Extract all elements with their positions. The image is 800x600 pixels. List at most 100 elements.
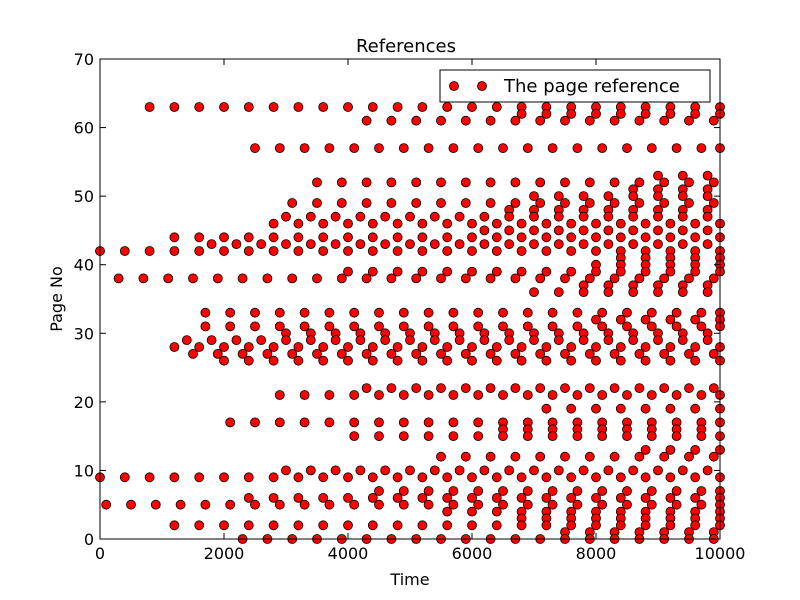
data-point <box>219 246 229 256</box>
data-point <box>485 383 496 394</box>
data-point <box>324 321 335 332</box>
data-point <box>578 287 589 298</box>
data-point <box>436 198 446 208</box>
data-point <box>609 177 620 188</box>
legend-label: The page reference <box>503 76 680 97</box>
data-point <box>299 143 310 154</box>
legend-marker-right <box>477 81 487 91</box>
data-point <box>225 499 236 510</box>
data-point <box>485 115 496 126</box>
data-point <box>591 492 601 503</box>
data-point <box>491 246 502 256</box>
data-point <box>541 246 552 256</box>
data-point <box>386 177 397 188</box>
data-point <box>560 177 570 188</box>
data-point <box>516 520 527 531</box>
data-point <box>374 486 384 496</box>
data-point <box>423 143 434 154</box>
data-point <box>690 266 701 277</box>
data-point <box>622 390 632 400</box>
data-point <box>516 342 527 352</box>
data-point <box>454 211 465 222</box>
data-point <box>293 492 304 503</box>
data-point <box>312 273 322 284</box>
data-point <box>225 321 236 332</box>
data-point <box>615 218 626 229</box>
data-point <box>535 383 546 394</box>
data-point <box>522 486 533 496</box>
data-point <box>708 273 719 284</box>
data-point <box>535 273 546 284</box>
data-point <box>386 273 397 284</box>
data-point <box>113 273 124 284</box>
data-point <box>281 239 291 250</box>
data-point <box>423 390 434 400</box>
data-point <box>299 307 310 318</box>
data-point <box>591 355 601 366</box>
data-point <box>653 225 663 236</box>
data-point <box>423 307 434 318</box>
data-point <box>119 472 130 483</box>
data-point <box>684 383 694 394</box>
data-point <box>386 383 397 394</box>
data-point <box>634 451 645 462</box>
data-point <box>417 355 428 366</box>
data-point <box>485 348 496 359</box>
data-point <box>566 266 577 277</box>
data-point <box>374 417 384 428</box>
data-point <box>442 232 453 243</box>
data-point <box>615 403 626 414</box>
data-point <box>609 383 620 394</box>
data-point <box>467 492 477 503</box>
data-point <box>677 225 688 236</box>
data-point <box>572 499 583 510</box>
data-point <box>491 342 502 352</box>
data-point <box>504 225 515 236</box>
data-point <box>591 342 601 352</box>
data-point <box>696 486 707 496</box>
data-point <box>250 417 260 428</box>
data-point <box>361 198 372 208</box>
data-point <box>640 403 651 414</box>
x-tick-label: 10000 <box>695 544 746 563</box>
data-point <box>690 520 701 531</box>
data-point <box>634 348 645 359</box>
data-point <box>615 109 626 119</box>
data-point <box>684 177 694 188</box>
data-point <box>603 335 614 346</box>
data-point <box>522 307 533 318</box>
data-point <box>640 266 651 277</box>
data-point <box>169 520 180 531</box>
data-point <box>516 218 527 229</box>
data-point <box>312 198 322 208</box>
data-point <box>690 342 701 352</box>
data-point <box>343 266 353 277</box>
data-point <box>498 499 508 510</box>
data-point <box>355 239 366 250</box>
data-point <box>411 273 422 284</box>
data-point <box>653 239 663 250</box>
data-point <box>119 246 130 256</box>
data-point <box>529 465 539 476</box>
data-point <box>330 239 341 250</box>
data-point <box>454 239 465 250</box>
data-point <box>281 335 291 346</box>
data-point <box>659 348 670 359</box>
data-point <box>708 115 719 126</box>
data-point <box>367 492 378 503</box>
data-point <box>212 273 223 284</box>
data-point <box>665 218 676 229</box>
data-point <box>634 115 645 126</box>
data-point <box>144 246 155 256</box>
data-point <box>603 287 614 298</box>
data-point <box>640 492 651 503</box>
data-point <box>318 246 329 256</box>
data-point <box>560 115 570 126</box>
data-point <box>479 465 490 476</box>
data-point <box>448 390 459 400</box>
data-point <box>510 451 521 462</box>
data-point <box>336 273 347 284</box>
data-point <box>584 177 595 188</box>
data-point <box>665 342 676 352</box>
data-point <box>498 431 508 442</box>
